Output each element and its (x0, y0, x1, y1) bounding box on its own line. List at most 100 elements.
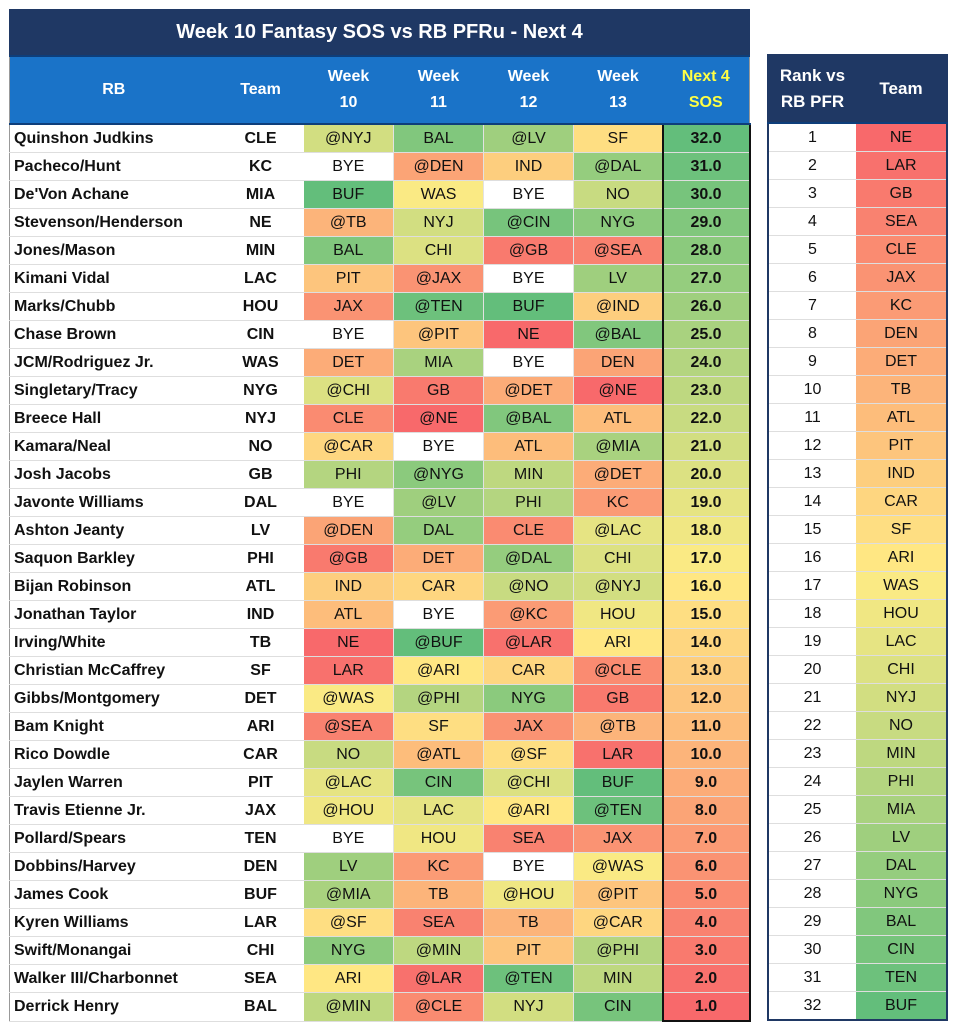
opponent-week-13: @TB (573, 712, 663, 741)
rank-number: 7 (768, 291, 856, 320)
rank-team: ATL (856, 403, 947, 432)
rb-team: WAS (217, 348, 304, 377)
rb-name: Kyren Williams (9, 908, 218, 937)
table-row: Stevenson/Henderson NE @TB NYJ @CIN NYG 29.0 (9, 208, 751, 237)
opponent-week-10: PIT (303, 264, 394, 293)
opponent-week-12: @BAL (483, 404, 574, 433)
sos-value: 5.0 (661, 880, 751, 909)
rb-name: Rico Dowdle (9, 740, 218, 769)
rb-name: Stevenson/Henderson (9, 208, 218, 237)
rb-name: Josh Jacobs (9, 460, 218, 489)
rank-team: SEA (856, 207, 947, 236)
rank-row: 27 DAL (768, 851, 947, 880)
opponent-week-12: BYE (483, 180, 574, 209)
sos-value: 29.0 (661, 208, 751, 237)
opponent-week-13: ATL (573, 404, 663, 433)
opponent-week-11: BYE (393, 432, 484, 461)
table-row: JCM/Rodriguez Jr. WAS DET MIA BYE DEN 24.0 (9, 348, 751, 377)
sos-value: 20.0 (661, 460, 751, 489)
rb-team: SEA (217, 964, 304, 993)
table-row: Gibbs/Montgomery DET @WAS @PHI NYG GB 12.0 (9, 684, 751, 713)
rank-number: 17 (768, 571, 856, 600)
opponent-week-12: @DAL (483, 544, 574, 573)
rb-team: GB (217, 460, 304, 489)
table-row: Walker III/Charbonnet SEA ARI @LAR @TEN MIN 2.… (9, 964, 751, 993)
sos-value: 16.0 (661, 572, 751, 601)
table-row: Kamara/Neal NO @CAR BYE ATL @MIA 21.0 (9, 432, 751, 461)
opponent-week-12: ATL (483, 432, 574, 461)
opponent-week-10: @TB (303, 208, 394, 237)
opponent-week-11: CAR (393, 572, 484, 601)
rank-team: NO (856, 711, 947, 740)
sos-value: 18.0 (661, 516, 751, 545)
rb-name: De'Von Achane (9, 180, 218, 209)
rb-name: James Cook (9, 880, 218, 909)
rank-number: 27 (768, 851, 856, 880)
table-row: Jonathan Taylor IND ATL BYE @KC HOU 15.0 (9, 600, 751, 629)
header-week-12: Week 12 (483, 55, 574, 125)
rb-team: CAR (217, 740, 304, 769)
opponent-week-13: SF (573, 124, 663, 153)
rank-number: 20 (768, 655, 856, 684)
opponent-week-12: @GB (483, 236, 574, 265)
rank-number: 23 (768, 739, 856, 768)
table-row: Travis Etienne Jr. JAX @HOU LAC @ARI @TEN 8.0 (9, 796, 751, 825)
rb-name: JCM/Rodriguez Jr. (9, 348, 218, 377)
opponent-week-11: CIN (393, 768, 484, 797)
rank-number: 6 (768, 263, 856, 292)
sos-value: 9.0 (661, 768, 751, 797)
opponent-week-11: WAS (393, 180, 484, 209)
rank-team: ARI (856, 543, 947, 572)
rank-team: IND (856, 459, 947, 488)
sos-value: 7.0 (661, 824, 751, 853)
opponent-week-12: @LV (483, 124, 574, 153)
opponent-week-11: TB (393, 880, 484, 909)
table-row: Rico Dowdle CAR NO @ATL @SF LAR 10.0 (9, 740, 751, 769)
sos-value: 11.0 (661, 712, 751, 741)
rank-row: 22 NO (768, 711, 947, 740)
opponent-week-13: ARI (573, 628, 663, 657)
rank-number: 22 (768, 711, 856, 740)
sos-value: 31.0 (661, 152, 751, 181)
rb-name: Walker III/Charbonnet (9, 964, 218, 993)
sos-value: 13.0 (661, 656, 751, 685)
rb-team: TB (217, 628, 304, 657)
rank-row: 16 ARI (768, 543, 947, 572)
opponent-week-13: NO (573, 180, 663, 209)
rank-row: 10 TB (768, 375, 947, 404)
opponent-week-13: @BAL (573, 320, 663, 349)
opponent-week-13: MIN (573, 964, 663, 993)
rb-name: Pacheco/Hunt (9, 152, 218, 181)
opponent-week-11: @PIT (393, 320, 484, 349)
opponent-week-11: SEA (393, 908, 484, 937)
rank-number: 19 (768, 627, 856, 656)
opponent-week-12: BYE (483, 852, 574, 881)
table-row: Pollard/Spears TEN BYE HOU SEA JAX 7.0 (9, 824, 751, 853)
rank-team: LAC (856, 627, 947, 656)
rb-team: NYJ (217, 404, 304, 433)
rank-row: 26 LV (768, 823, 947, 852)
opponent-week-13: BUF (573, 768, 663, 797)
opponent-week-13: CHI (573, 544, 663, 573)
rank-team: HOU (856, 599, 947, 628)
rank-row: 7 KC (768, 291, 947, 320)
rank-row: 5 CLE (768, 235, 947, 264)
header-week-10: Week 10 (303, 55, 394, 125)
sos-value: 3.0 (661, 936, 751, 965)
table-row: Bijan Robinson ATL IND CAR @NO @NYJ 16.0 (9, 572, 751, 601)
opponent-week-13: LAR (573, 740, 663, 769)
opponent-week-11: BYE (393, 600, 484, 629)
rank-number: 25 (768, 795, 856, 824)
rank-team: KC (856, 291, 947, 320)
sos-value: 14.0 (661, 628, 751, 657)
rank-number: 15 (768, 515, 856, 544)
rb-name: Pollard/Spears (9, 824, 218, 853)
table-row: Chase Brown CIN BYE @PIT NE @BAL 25.0 (9, 320, 751, 349)
sos-value: 2.0 (661, 964, 751, 993)
rank-row: 19 LAC (768, 627, 947, 656)
rank-number: 21 (768, 683, 856, 712)
rank-team: PIT (856, 431, 947, 460)
opponent-week-13: @CLE (573, 656, 663, 685)
opponent-week-12: BYE (483, 348, 574, 377)
sos-value: 4.0 (661, 908, 751, 937)
